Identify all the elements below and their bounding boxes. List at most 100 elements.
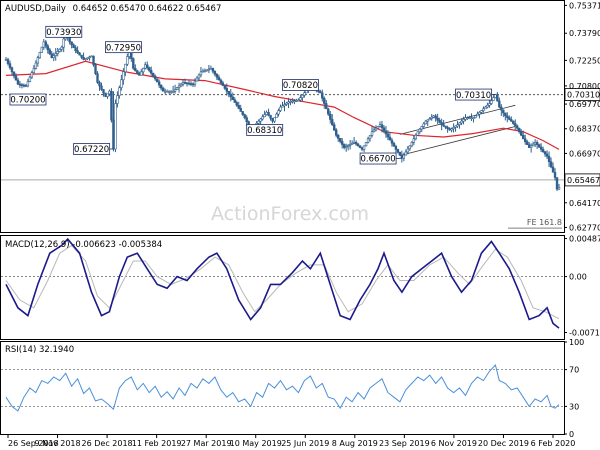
candle-body <box>94 64 97 74</box>
candle-body <box>148 67 151 71</box>
y-tick-label: 0.72250 <box>569 56 600 65</box>
candle-body <box>116 95 119 104</box>
candle-body <box>16 79 20 85</box>
candle-body <box>390 139 394 144</box>
candle-body <box>120 79 123 88</box>
candle-body <box>138 72 141 76</box>
candle-body <box>482 108 485 111</box>
candle-body <box>150 70 153 74</box>
candle-body <box>358 145 362 148</box>
macd-y-tick-label: 0.00 <box>569 273 587 282</box>
candle-body <box>191 83 195 86</box>
candle-body <box>500 106 503 111</box>
candle-body <box>110 90 113 121</box>
candle-body <box>335 129 338 136</box>
fe-label: FE 161.8 <box>527 218 562 227</box>
candle-body <box>557 187 561 190</box>
candle-body <box>203 70 207 72</box>
candle-body <box>337 134 340 139</box>
callout-box <box>246 124 284 136</box>
callout-label: 0.67220 <box>74 145 109 155</box>
candle-body <box>510 119 513 122</box>
candle-body <box>263 114 266 118</box>
candle-body <box>142 68 145 73</box>
candle-body <box>414 134 417 140</box>
candle-body <box>516 125 519 129</box>
x-tick-label: 6 Nov 2019 <box>431 439 477 448</box>
candle-body <box>169 90 173 93</box>
candle-body <box>329 113 332 120</box>
rsi-levels <box>1 369 564 407</box>
candle-body <box>235 102 238 106</box>
candle-body <box>136 70 139 74</box>
candle-body <box>225 88 229 92</box>
candle-body <box>551 166 555 173</box>
candle-body <box>327 108 330 115</box>
candle-body <box>545 153 549 157</box>
rsi-y-tick-label: 30 <box>569 402 579 411</box>
candle-body <box>36 57 40 64</box>
candle-body <box>410 142 414 147</box>
candle-body <box>56 51 59 54</box>
candle-body <box>555 177 559 190</box>
macd-title: MACD(12,26,9) -0.006623 -0.005384 <box>5 240 162 250</box>
candle-body <box>321 92 324 99</box>
x-tick-label: 9 Nov 2018 <box>34 439 80 448</box>
candle-body <box>277 110 280 115</box>
candle-body <box>442 124 445 127</box>
candle-body <box>348 144 352 146</box>
candle-body <box>231 96 234 100</box>
candle-body <box>480 110 483 113</box>
candle-body <box>271 117 274 122</box>
candle-body <box>533 142 537 145</box>
candle-body <box>18 83 22 86</box>
candle-body <box>498 100 501 108</box>
candle-body <box>30 72 34 78</box>
candle-body <box>4 59 8 61</box>
candle-body <box>476 113 479 117</box>
price-y-axis: 0.75371 0.73790 0.72250 0.70800 0.69770 0.683… <box>564 1 600 232</box>
candle-body <box>376 126 380 129</box>
candle-body <box>464 117 467 120</box>
candle-body <box>291 100 294 103</box>
candle-body <box>496 94 499 102</box>
rsi-y-axis: 100 70 30 0 <box>564 338 584 439</box>
candle-body <box>52 55 55 59</box>
candle-body <box>474 115 477 118</box>
candle-body <box>420 126 423 130</box>
candle-body <box>26 81 30 87</box>
candle-body <box>177 85 181 88</box>
candle-body <box>86 57 89 60</box>
candle-body <box>346 145 350 147</box>
candle-body <box>472 117 475 119</box>
candle-body <box>173 89 177 92</box>
candle-body <box>195 77 199 82</box>
x-tick-label: 26 Dec 2018 <box>82 439 133 448</box>
candle-body <box>331 119 334 125</box>
candle-body <box>223 85 227 89</box>
candle-body <box>470 117 473 119</box>
candle-body <box>20 84 24 86</box>
candle-body <box>537 144 541 148</box>
candle-body <box>462 119 465 122</box>
candle-body <box>273 117 276 122</box>
candle-body <box>92 55 95 66</box>
candle-body <box>48 49 51 55</box>
candle-body <box>42 41 45 48</box>
candle-body <box>80 54 83 58</box>
candle-body <box>163 90 167 93</box>
candle-body <box>88 56 91 59</box>
callout-box <box>9 93 47 106</box>
candle-body <box>404 151 408 156</box>
candle-body <box>502 109 505 114</box>
callout-label: 0.72950 <box>106 43 141 53</box>
candle-body <box>374 127 378 131</box>
candle-body <box>90 55 93 58</box>
candle-body <box>535 142 539 145</box>
y-tick-label: 0.68370 <box>569 125 600 134</box>
candle-body <box>434 115 437 119</box>
candle-body <box>181 82 185 85</box>
macd-panel-frame <box>0 235 565 340</box>
candle-body <box>179 83 183 87</box>
